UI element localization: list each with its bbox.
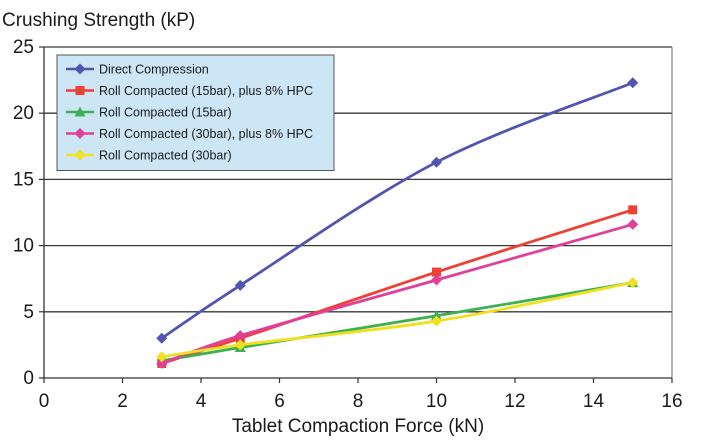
data-point	[431, 310, 442, 321]
y-tick-label: 20	[13, 103, 34, 124]
series-line-2	[160, 208, 635, 365]
y-tick-label: 0	[23, 368, 34, 389]
x-axis-title: Tablet Compaction Force (kN)	[232, 416, 484, 437]
legend-label: Roll Compacted (30bar), plus 8% HPC	[99, 127, 313, 141]
legend-swatch-marker	[74, 128, 86, 139]
series-line-4	[160, 223, 635, 365]
legend-label: Roll Compacted (15bar), plus 8% HPC	[99, 84, 313, 98]
data-point	[627, 77, 639, 89]
data-point	[156, 357, 168, 369]
data-point	[627, 277, 639, 289]
y-tick-label: 25	[13, 37, 34, 58]
x-tick-label: 4	[196, 391, 207, 412]
chart-title: Crushing Strength (kP)	[2, 10, 195, 31]
y-tick-label: 5	[23, 302, 34, 323]
x-tick-label: 0	[39, 391, 50, 412]
data-point	[156, 332, 168, 344]
x-tick-label: 10	[426, 391, 447, 412]
data-point	[234, 330, 246, 342]
y-tick-label: 15	[13, 169, 34, 190]
legend-label: Roll Compacted (30bar)	[99, 149, 232, 163]
data-point	[432, 267, 441, 277]
x-tick-label: 12	[504, 391, 525, 412]
data-point	[234, 339, 246, 351]
data-point	[431, 156, 442, 168]
x-tick-label: 16	[661, 391, 682, 412]
legend-box	[56, 54, 335, 171]
series-line-3	[160, 281, 635, 363]
series-line-5	[160, 281, 635, 359]
legend-swatch-marker	[74, 149, 86, 161]
data-point	[627, 218, 639, 230]
legend-swatch-marker	[74, 63, 86, 75]
data-point	[156, 351, 168, 363]
x-tick-label: 2	[117, 391, 128, 412]
x-tick-label: 14	[583, 391, 605, 412]
x-tick-label: 8	[353, 391, 364, 412]
data-point	[234, 279, 246, 291]
legend-swatch-marker	[75, 86, 85, 95]
x-tick-label: 6	[274, 391, 285, 412]
legend-label: Direct Compression	[99, 63, 209, 77]
legend: Direct Compression Roll Compacted (15bar)…	[56, 54, 335, 171]
data-point	[431, 315, 442, 327]
y-tick-label: 10	[13, 236, 34, 257]
data-point	[431, 274, 442, 286]
data-point	[628, 205, 638, 215]
legend-swatch-marker	[74, 106, 86, 117]
series-line-1	[160, 81, 635, 340]
plot-area: 0 2 4 6 8 10 12 14 16 0 5 10 15 20 25 Direct Compressio…	[13, 37, 683, 412]
legend-label: Roll Compacted (15bar)	[99, 106, 232, 120]
